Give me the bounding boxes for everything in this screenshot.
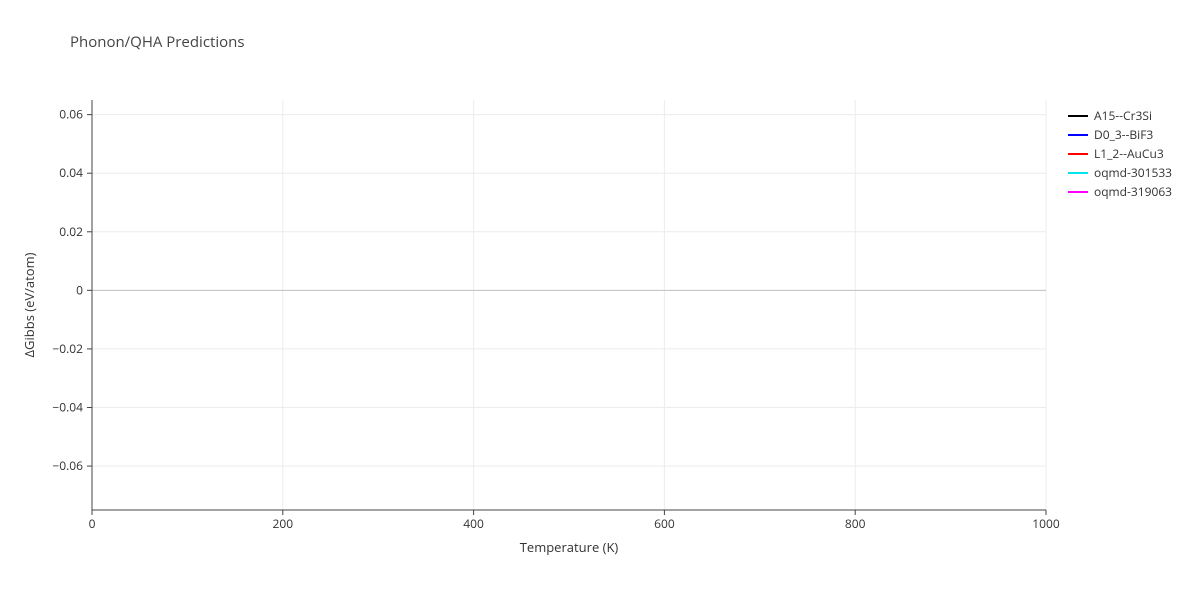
legend-item[interactable]: oqmd-301533 (1068, 163, 1172, 182)
legend-swatch (1068, 134, 1088, 136)
legend-label: oqmd-301533 (1094, 164, 1172, 181)
x-tick-label: 1000 (1032, 515, 1060, 532)
legend-item[interactable]: D0_3--BiF3 (1068, 125, 1172, 144)
legend-label: oqmd-319063 (1094, 183, 1172, 200)
legend-label: L1_2--AuCu3 (1094, 145, 1164, 162)
chart-container: { "chart": { "type": "line", "title": "P… (0, 0, 1200, 600)
x-tick-label: 400 (463, 515, 484, 532)
legend-swatch (1068, 191, 1088, 193)
y-tick-label: −0.06 (52, 457, 83, 474)
x-tick-label: 600 (654, 515, 675, 532)
legend-item[interactable]: oqmd-319063 (1068, 182, 1172, 201)
legend-label: A15--Cr3Si (1094, 107, 1152, 124)
y-tick-label: 0 (76, 281, 83, 298)
x-tick-label: 200 (273, 515, 294, 532)
legend-swatch (1068, 115, 1088, 117)
y-tick-label: 0.04 (59, 164, 83, 181)
legend-swatch (1068, 153, 1088, 155)
legend-item[interactable]: L1_2--AuCu3 (1068, 144, 1172, 163)
y-tick-label: −0.04 (52, 399, 83, 416)
x-tick-label: 800 (845, 515, 866, 532)
y-axis-label: ΔGibbs (eV/atom) (20, 252, 38, 357)
legend-swatch (1068, 172, 1088, 174)
legend-label: D0_3--BiF3 (1094, 126, 1153, 143)
legend-item[interactable]: A15--Cr3Si (1068, 106, 1172, 125)
x-tick-label: 0 (89, 515, 96, 532)
y-tick-label: 0.02 (59, 223, 83, 240)
x-axis-label: Temperature (K) (520, 538, 619, 556)
legend[interactable]: A15--Cr3Si D0_3--BiF3 L1_2--AuCu3 oqmd-3015… (1068, 106, 1172, 201)
y-tick-label: 0.06 (59, 106, 83, 123)
chart-svg: 0 200 400 600 800 1000 −0.06 −0.04 −0.02 0 0.02 0.0… (0, 0, 1200, 600)
y-tick-label: −0.02 (52, 340, 83, 357)
